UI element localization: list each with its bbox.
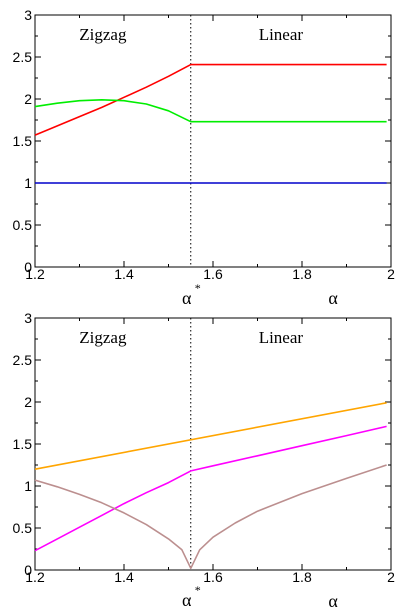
y-tick-label: 0.5 [13,217,33,233]
critical-alpha-superscript: * [195,583,201,597]
series-line-2 [34,464,387,570]
x-tick-label: 1.8 [292,266,312,282]
series-line-0 [34,63,387,136]
x-axis-label: α [328,591,338,611]
x-tick-label: 1.2 [25,569,45,585]
y-tick-label: 1.5 [13,133,33,149]
y-tick-label: 1 [24,175,32,191]
plot-frame [34,14,392,268]
x-tick-label: 1.2 [25,266,45,282]
x-tick-label: 1.6 [203,569,223,585]
critical-alpha-label: α [182,590,192,610]
y-tick-label: 3 [24,7,32,23]
y-tick-label: 1 [24,478,32,494]
region-label-zigzag: Zigzag [79,25,127,44]
series-line-1 [34,99,387,123]
series-line-0 [34,402,387,470]
y-tick-label: 2 [24,394,32,410]
y-tick-label: 0 [24,562,32,578]
x-tick-label: 1.4 [114,569,134,585]
y-tick-label: 0.5 [13,520,33,536]
y-tick-label: 2 [24,91,32,107]
plot-frame [34,317,392,571]
series-line-1 [34,425,387,552]
y-tick-label: 1.5 [13,436,33,452]
critical-alpha-label: α [182,288,192,308]
region-label-linear: Linear [259,328,304,347]
critical-alpha-superscript: * [195,281,201,295]
y-tick-label: 0 [24,259,32,275]
region-label-linear: Linear [259,25,304,44]
x-tick-label: 1.6 [203,266,223,282]
y-tick-label: 2.5 [13,352,33,368]
x-tick-label: 2 [387,266,395,282]
x-tick-label: 1.4 [114,266,134,282]
region-label-zigzag: Zigzag [79,328,127,347]
x-tick-label: 1.8 [292,569,312,585]
x-axis-label: α [328,288,338,308]
x-tick-label: 2 [387,569,395,585]
y-tick-label: 2.5 [13,49,33,65]
y-tick-label: 3 [24,310,32,326]
